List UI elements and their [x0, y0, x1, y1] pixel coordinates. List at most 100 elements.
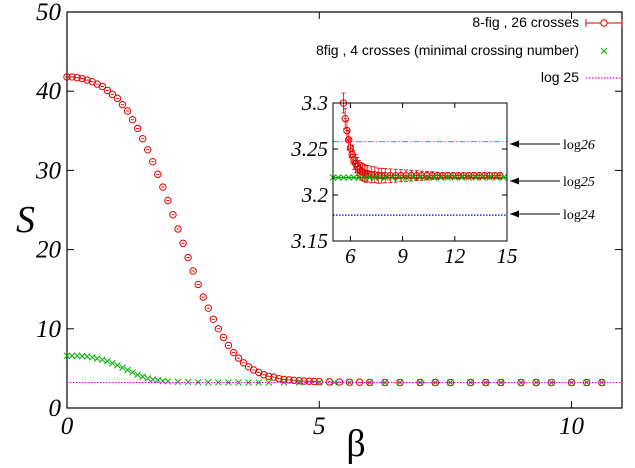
point-26-crosses — [123, 107, 132, 115]
point-26-crosses — [118, 100, 127, 109]
point-4-crosses — [98, 356, 106, 364]
point-4-crosses — [497, 379, 505, 386]
annotation-log24-num: 24 — [581, 208, 595, 223]
point-4-crosses — [431, 379, 439, 386]
point-26-crosses — [78, 74, 86, 83]
point-4-crosses — [63, 352, 71, 360]
inset-point-4-crosses — [437, 174, 445, 181]
point-26-crosses — [149, 157, 157, 166]
y-tick-label: 20 — [36, 237, 62, 264]
inset-point-4-crosses — [486, 174, 493, 181]
point-26-crosses — [174, 225, 182, 233]
point-4-crosses — [68, 352, 76, 360]
x-tick-label: 0 — [61, 413, 74, 440]
point-26-crosses — [83, 76, 91, 84]
inset-point-26-crosses — [412, 170, 421, 182]
inset-point-4-crosses — [381, 174, 389, 181]
inset-point-4-crosses — [430, 174, 438, 181]
inset-point-4-crosses — [360, 174, 368, 181]
point-4-crosses — [174, 378, 182, 386]
point-26-crosses — [103, 86, 112, 95]
point-4-crosses — [139, 373, 147, 381]
inset-point-4-crosses — [479, 174, 486, 181]
legend-entry-log25: log 25 — [541, 69, 579, 85]
legend-marker-4-crosses — [600, 47, 608, 55]
inset-point-4-crosses — [345, 174, 353, 181]
annotation-log26-num: 26 — [581, 138, 595, 153]
point-4-crosses — [129, 369, 136, 376]
point-26-crosses — [68, 73, 76, 81]
legend-entry-26-crosses: 8-fig , 26 crosses — [472, 14, 579, 30]
point-26-crosses — [214, 325, 223, 333]
point-26-crosses — [108, 90, 117, 99]
inset-point-4-crosses — [493, 174, 500, 181]
inset-x-tick-label: 6 — [345, 244, 356, 268]
x-axis-label: β — [346, 423, 365, 465]
annotation-log24-prefix: log — [563, 208, 581, 223]
inset-point-4-crosses — [472, 174, 480, 181]
point-26-crosses — [138, 135, 147, 143]
y-tick-label: 40 — [36, 78, 62, 105]
point-26-crosses — [63, 73, 71, 81]
inset-point-26-crosses — [423, 171, 431, 181]
inset-point-4-crosses — [409, 174, 417, 181]
main-plot-frame — [66, 11, 623, 409]
inset-x-tick-label: 9 — [397, 244, 408, 268]
point-26-crosses — [239, 359, 248, 367]
point-26-crosses — [260, 371, 268, 379]
point-26-crosses — [128, 116, 137, 124]
point-26-crosses — [113, 94, 122, 103]
inset-point-4-crosses — [423, 174, 431, 181]
point-4-crosses — [119, 364, 126, 371]
point-26-crosses — [305, 377, 313, 385]
legend: 8-fig , 26 crosses 8fig , 4 crosses (min… — [316, 14, 623, 85]
inset-x-tick-label: 15 — [497, 244, 518, 268]
inset-point-4-crosses — [500, 174, 507, 181]
point-26-crosses — [310, 377, 318, 386]
point-4-crosses — [114, 361, 121, 369]
point-26-crosses — [194, 280, 202, 289]
point-4-crosses — [88, 353, 96, 361]
inset-point-4-crosses — [350, 174, 358, 181]
inset-y-tick-label: 3.25 — [290, 137, 328, 161]
annotation-log25-prefix: log — [563, 175, 581, 190]
x-tick-label: 10 — [559, 413, 585, 440]
point-4-crosses — [416, 379, 424, 386]
point-4-crosses — [194, 378, 202, 386]
svg-text:log26: log26 — [563, 138, 595, 153]
inset-frame — [332, 102, 508, 242]
point-4-crosses — [482, 379, 490, 386]
point-4-crosses — [467, 379, 474, 386]
inset-point-4-crosses — [340, 174, 347, 181]
point-26-crosses — [224, 341, 233, 350]
inset-point-4-crosses — [402, 174, 410, 181]
inset-point-4-crosses — [395, 174, 403, 181]
point-26-crosses — [270, 373, 278, 381]
inset-point-4-crosses — [355, 174, 363, 181]
point-26-crosses — [169, 211, 177, 219]
point-4-crosses — [164, 377, 172, 385]
inset-point-4-crosses — [451, 174, 459, 181]
point-4-crosses — [245, 379, 252, 386]
point-26-crosses — [209, 315, 218, 323]
y-tick-label: 50 — [36, 0, 62, 26]
point-4-crosses — [225, 379, 232, 386]
inset-point-4-crosses — [371, 174, 379, 181]
point-26-crosses — [265, 372, 273, 381]
point-26-crosses — [73, 74, 81, 82]
point-26-crosses — [285, 376, 293, 384]
point-26-crosses — [189, 267, 197, 275]
y-axis-label: S — [16, 199, 35, 241]
inset-point-4-crosses — [334, 174, 342, 181]
point-4-crosses — [93, 355, 101, 362]
annotation-log26-prefix: log — [563, 138, 581, 153]
point-26-crosses — [144, 146, 152, 154]
point-26-crosses — [164, 196, 172, 205]
point-26-crosses — [179, 239, 187, 247]
point-26-crosses — [204, 304, 212, 312]
y-tick-label: 0 — [49, 395, 62, 422]
point-4-crosses — [381, 379, 389, 386]
annotation-log25: log25 — [510, 175, 595, 190]
